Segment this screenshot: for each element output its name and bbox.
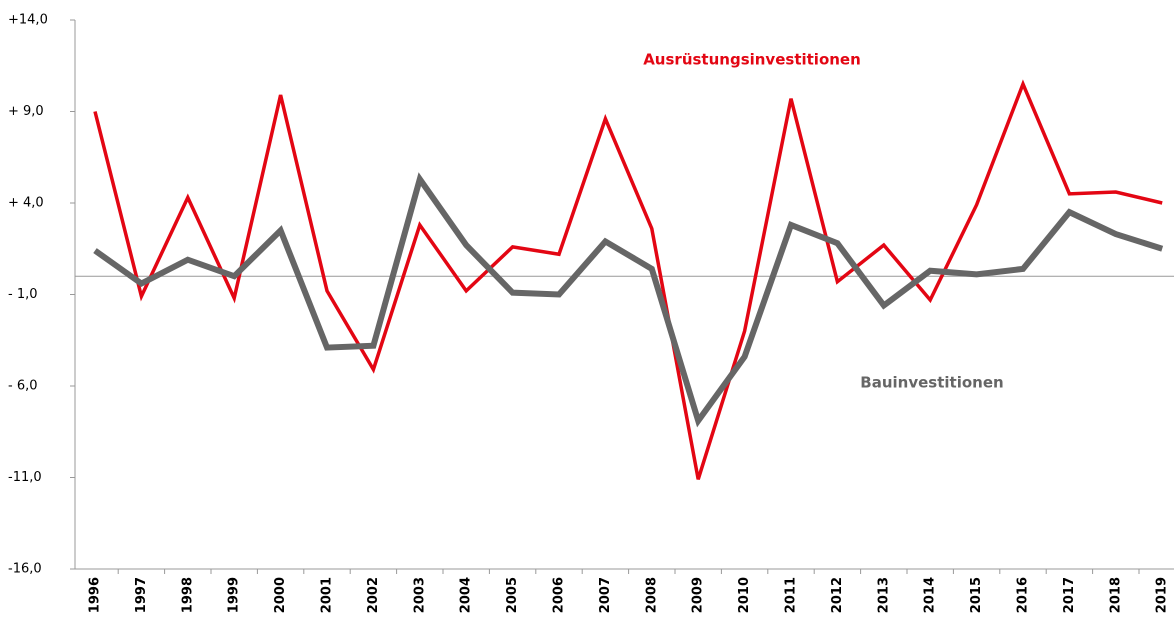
x-tick-label: 2013 — [876, 577, 891, 613]
x-tick-label: 2005 — [505, 577, 520, 613]
x-tick-label: 2010 — [737, 577, 752, 613]
series-label: Bauinvestitionen — [860, 374, 1003, 392]
y-tick-label: - 6,0 — [8, 379, 38, 394]
x-tick-label: 2008 — [644, 577, 659, 613]
x-tick-label: 2002 — [366, 577, 381, 613]
series-line — [93, 79, 1163, 480]
x-tick-label: 2019 — [1155, 577, 1170, 613]
y-tick-label: -16,0 — [8, 562, 42, 577]
x-tick-label: 2012 — [830, 577, 845, 613]
x-tick-label: 2011 — [784, 577, 799, 613]
x-tick-label: 1999 — [227, 577, 242, 613]
x-tick-label: 2016 — [1016, 577, 1031, 613]
x-tick-label: 2006 — [552, 577, 567, 613]
x-tick-label: 1996 — [88, 577, 103, 613]
x-tick-label: 2001 — [320, 577, 335, 613]
x-tick-label: 2000 — [273, 577, 288, 613]
y-tick-label: - 1,0 — [8, 287, 38, 302]
x-tick-label: 2003 — [412, 577, 427, 613]
y-tick-label: +14,0 — [8, 13, 48, 28]
series-label: Ausrüstungsinvestitionen — [643, 51, 861, 69]
x-tick-label: 2004 — [459, 577, 474, 613]
x-tick-label: 1997 — [134, 577, 149, 613]
y-tick-label: -11,0 — [8, 470, 42, 485]
x-tick-label: 2015 — [969, 577, 984, 613]
y-tick-label: + 9,0 — [8, 104, 44, 119]
x-tick-label: 2014 — [923, 577, 938, 613]
x-tick-label: 2009 — [691, 577, 706, 613]
x-tick-label: 2017 — [1062, 577, 1077, 613]
series-line — [93, 172, 1164, 428]
y-tick-label: + 4,0 — [8, 196, 44, 211]
x-tick-label: 2018 — [1108, 577, 1123, 613]
x-tick-label: 1998 — [180, 577, 195, 613]
x-tick-label: 2007 — [598, 577, 613, 613]
